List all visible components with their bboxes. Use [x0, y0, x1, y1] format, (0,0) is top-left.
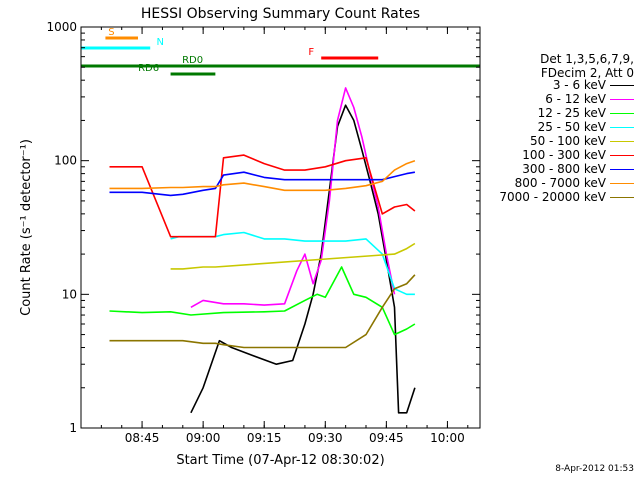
series-line-8	[109, 274, 416, 349]
flag-label-f: F	[308, 47, 314, 58]
series-line-1	[190, 87, 396, 308]
legend-swatch	[610, 127, 634, 128]
plot-frame	[80, 26, 481, 429]
flag-label-s: S	[108, 27, 114, 38]
y-tick-label-2: 100	[54, 154, 77, 168]
legend-swatch	[610, 85, 634, 86]
series-line-4	[170, 242, 416, 270]
y-tick-label-0: 1	[69, 421, 77, 435]
legend-entry-label: 7000 - 20000 keV	[499, 190, 606, 204]
legend-swatch	[610, 197, 634, 198]
y-tick-label-1: 10	[62, 287, 77, 301]
legend-swatch	[610, 169, 634, 170]
x-tick-label-5: 10:00	[430, 431, 465, 445]
legend-swatch	[610, 155, 634, 156]
legend-entry: 7000 - 20000 keV	[476, 190, 640, 204]
legend: 3 - 6 keV 6 - 12 keV 12 - 25 keV 25 - 50 ke…	[476, 78, 640, 204]
x-tick-label-1: 09:00	[186, 431, 221, 445]
legend-swatch	[610, 141, 634, 142]
series-line-7	[109, 159, 416, 192]
y-axis-label: Count Rate (s⁻¹ detector⁻¹)	[19, 139, 34, 316]
legend-entry-label: 25 - 50 keV	[537, 120, 606, 134]
legend-entry: 100 - 300 keV	[476, 148, 640, 162]
legend-header-line-1: Det 1,3,5,6,7,9,	[540, 52, 634, 66]
x-tick-label-0: 08:45	[125, 431, 160, 445]
legend-entry-label: 12 - 25 keV	[537, 106, 606, 120]
legend-header-line-2: FDecim 2, Att 0	[540, 66, 634, 80]
series-line-3	[170, 231, 415, 296]
legend-entry: 6 - 12 keV	[476, 92, 640, 106]
legend-entry: 800 - 7000 keV	[476, 176, 640, 190]
legend-swatch	[610, 183, 634, 184]
legend-entry: 12 - 25 keV	[476, 106, 640, 120]
series-line-5	[109, 154, 416, 238]
generation-timestamp: 8-Apr-2012 01:53	[555, 464, 634, 474]
legend-entry: 3 - 6 keV	[476, 78, 640, 92]
legend-swatch	[610, 113, 634, 114]
y-tick-label-3: 1000	[46, 20, 77, 34]
legend-entry-label: 50 - 100 keV	[529, 134, 606, 148]
legend-swatch	[610, 99, 634, 100]
flag-label-rd6: RD6	[138, 63, 159, 74]
flag-label-rd0: RD0	[182, 55, 203, 66]
x-tick-label-2: 09:15	[247, 431, 282, 445]
legend-entry: 25 - 50 keV	[476, 120, 640, 134]
x-tick-label-3: 09:30	[308, 431, 343, 445]
legend-entry-label: 300 - 800 keV	[522, 162, 606, 176]
legend-entry-label: 6 - 12 keV	[545, 92, 606, 106]
legend-entry-label: 100 - 300 keV	[522, 148, 606, 162]
legend-entry: 300 - 800 keV	[476, 162, 640, 176]
legend-entry-label: 800 - 7000 keV	[514, 176, 606, 190]
flag-label-n: N	[156, 37, 163, 48]
x-axis-label: Start Time (07-Apr-12 08:30:02)	[176, 453, 384, 468]
x-tick-label-4: 09:45	[369, 431, 404, 445]
series-line-2	[109, 266, 416, 336]
chart-title: HESSI Observing Summary Count Rates	[141, 6, 420, 22]
legend-entry-label: 3 - 6 keV	[552, 78, 606, 92]
legend-entry: 50 - 100 keV	[476, 134, 640, 148]
